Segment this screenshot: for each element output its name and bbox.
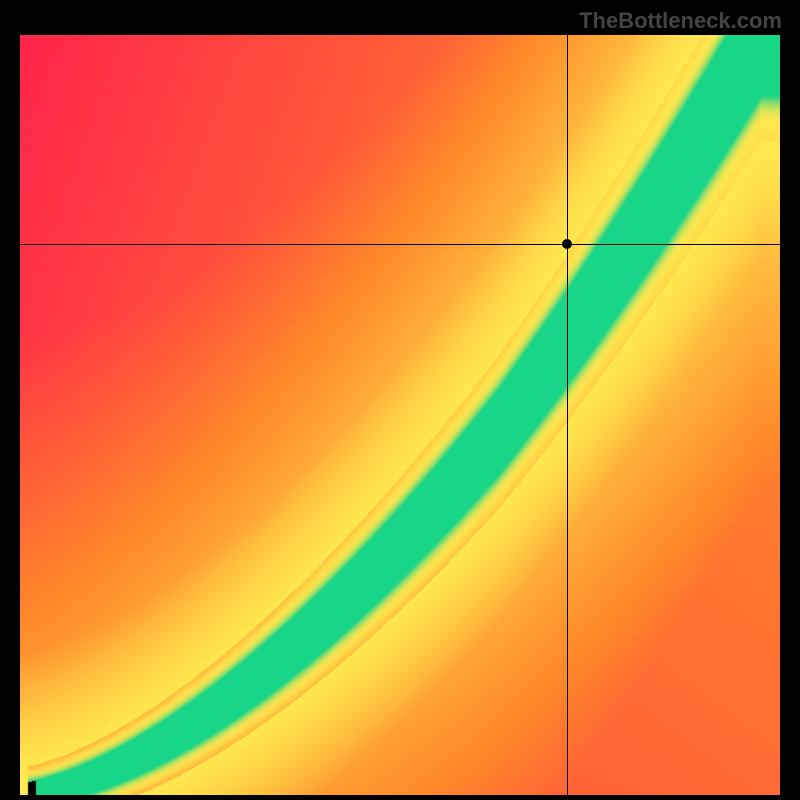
watermark-text: TheBottleneck.com bbox=[579, 8, 782, 34]
crosshair-vertical-line bbox=[567, 35, 568, 795]
crosshair-horizontal-line bbox=[20, 244, 780, 245]
marker-dot bbox=[562, 239, 572, 249]
heatmap-plot bbox=[20, 35, 780, 795]
heatmap-canvas bbox=[20, 35, 780, 795]
